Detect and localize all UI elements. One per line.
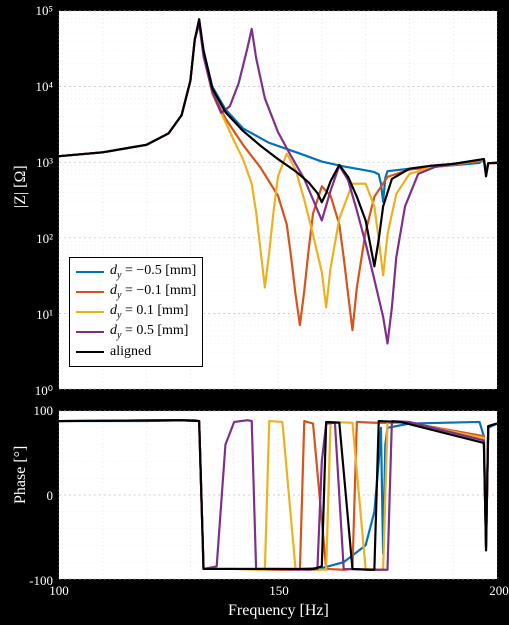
legend-label: aligned — [110, 344, 151, 360]
phase-panel: -1000100 100150200 — [58, 410, 498, 580]
legend-swatch — [76, 271, 104, 274]
ytick-label: 100 — [34, 403, 54, 419]
ytick-label: 10⁰ — [35, 383, 53, 399]
xtick-label: 150 — [269, 583, 289, 599]
ylabel-magnitude: |Z| [Ω] — [12, 198, 30, 208]
ytick-label: 10² — [36, 231, 53, 247]
legend-label: dy = 0.5 [mm] — [110, 323, 188, 341]
xtick-label: 100 — [49, 583, 69, 599]
legend-item: dy = −0.1 [mm] — [76, 282, 196, 302]
ytick-label: 10⁵ — [35, 3, 53, 19]
legend-label: dy = −0.1 [mm] — [110, 283, 196, 301]
phase-plot — [59, 411, 497, 579]
legend: dy = −0.5 [mm] dy = −0.1 [mm] dy = 0.1 [mm… — [69, 257, 203, 367]
ytick-label: 10¹ — [36, 307, 53, 323]
legend-swatch — [76, 351, 104, 354]
legend-label: dy = −0.5 [mm] — [110, 263, 196, 281]
legend-swatch — [76, 311, 104, 314]
xlabel: Frequency [Hz] — [228, 602, 329, 620]
legend-swatch — [76, 291, 104, 294]
magnitude-panel: dy = −0.5 [mm] dy = −0.1 [mm] dy = 0.1 [mm… — [58, 10, 498, 390]
ytick-label: 0 — [47, 488, 54, 504]
legend-item: aligned — [76, 342, 196, 362]
ylabel-phase: Phase [°] — [12, 494, 30, 504]
xtick-label: 200 — [489, 583, 509, 599]
legend-item: dy = 0.1 [mm] — [76, 302, 196, 322]
legend-label: dy = 0.1 [mm] — [110, 303, 188, 321]
ytick-label: 10³ — [36, 155, 53, 171]
legend-swatch — [76, 331, 104, 334]
ytick-label: 10⁴ — [35, 79, 53, 95]
legend-item: dy = −0.5 [mm] — [76, 262, 196, 282]
legend-item: dy = 0.5 [mm] — [76, 322, 196, 342]
